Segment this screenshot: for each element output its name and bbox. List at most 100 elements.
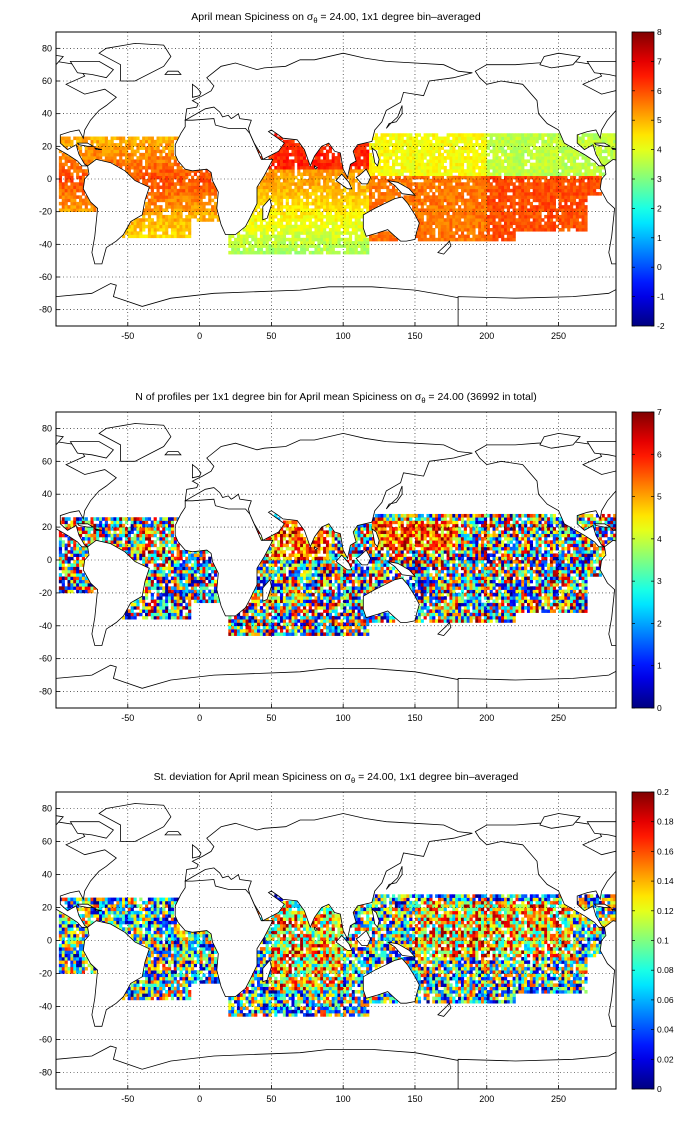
data-cell xyxy=(308,165,312,170)
data-cell xyxy=(466,159,470,163)
data-cell xyxy=(532,143,536,147)
data-cell xyxy=(248,602,252,607)
data-cell xyxy=(469,143,473,147)
data-cell xyxy=(544,143,548,147)
data-cell xyxy=(199,211,203,216)
data-cell xyxy=(495,146,499,150)
data-cell xyxy=(288,165,292,170)
coastline xyxy=(56,54,64,66)
data-cell xyxy=(558,146,562,150)
data-cell xyxy=(348,214,353,219)
data-cell xyxy=(348,208,353,212)
data-cell xyxy=(271,179,275,183)
data-cell xyxy=(435,612,439,617)
data-cell xyxy=(133,169,137,173)
data-cell xyxy=(463,172,467,177)
data-cell xyxy=(578,228,582,232)
data-cell xyxy=(535,188,539,193)
data-cell xyxy=(242,632,246,636)
data-cell xyxy=(165,175,169,180)
data-cell xyxy=(87,201,91,206)
data-cell xyxy=(70,201,74,206)
data-cell xyxy=(420,159,424,163)
data-cell xyxy=(213,205,218,209)
data-cell xyxy=(512,198,516,203)
data-cell xyxy=(136,165,140,170)
data-cell xyxy=(236,247,241,252)
data-cell xyxy=(521,208,525,212)
data-cell xyxy=(271,241,275,245)
data-cell xyxy=(458,133,462,137)
data-cell xyxy=(334,175,338,180)
data-cell xyxy=(228,237,232,242)
data-cell xyxy=(170,162,175,167)
data-cell xyxy=(440,159,444,163)
data-cell xyxy=(96,139,100,144)
data-cell xyxy=(242,629,246,633)
data-cell xyxy=(544,205,548,209)
data-cell xyxy=(495,231,499,235)
data-cell xyxy=(78,149,83,154)
data-cell xyxy=(308,172,312,177)
data-cell xyxy=(354,241,358,245)
data-cell xyxy=(357,205,361,209)
data-cell xyxy=(314,625,318,630)
data-cell xyxy=(386,237,390,242)
data-cell xyxy=(613,152,616,157)
data-cell xyxy=(463,182,467,186)
data-cell xyxy=(504,205,508,209)
data-cell xyxy=(236,237,241,242)
data-cell xyxy=(262,224,266,229)
data-cell xyxy=(549,208,554,212)
data-cell xyxy=(440,609,444,613)
data-cell xyxy=(274,133,278,137)
data-cell xyxy=(392,133,396,137)
data-cell xyxy=(328,632,332,636)
data-cell xyxy=(199,175,203,180)
data-cell xyxy=(170,224,175,229)
data-cell xyxy=(150,188,154,193)
data-cell xyxy=(567,198,571,203)
data-cell xyxy=(162,602,166,607)
data-cell xyxy=(314,615,318,620)
data-cell xyxy=(145,195,149,199)
data-cell xyxy=(302,149,307,154)
data-cell xyxy=(168,182,172,186)
data-cell xyxy=(446,139,450,144)
data-cell xyxy=(504,182,508,186)
data-cell xyxy=(145,169,149,173)
data-cell xyxy=(325,231,330,235)
data-cell xyxy=(440,234,444,239)
data-cell xyxy=(521,175,525,180)
data-cell xyxy=(466,231,470,235)
data-cell xyxy=(475,179,479,183)
data-cell xyxy=(541,188,545,193)
data-cell xyxy=(139,169,143,173)
data-cell xyxy=(323,214,327,219)
data-cell xyxy=(403,175,407,180)
data-cell xyxy=(314,152,318,157)
data-cell xyxy=(558,172,562,177)
data-cell xyxy=(572,185,577,190)
data-cell xyxy=(429,143,433,147)
data-cell xyxy=(176,612,180,617)
data-cell xyxy=(173,188,177,193)
data-cell xyxy=(472,152,476,157)
data-cell xyxy=(581,201,585,206)
data-cell xyxy=(302,622,307,627)
data-cell xyxy=(481,182,485,186)
data-cell xyxy=(449,228,453,232)
colorbar-tick-label: 8 xyxy=(657,27,662,37)
data-cell xyxy=(429,609,433,613)
data-cell xyxy=(489,188,493,193)
data-cell xyxy=(366,162,370,167)
data-cell xyxy=(147,198,152,203)
data-cell xyxy=(280,218,284,222)
data-cell xyxy=(265,241,269,245)
data-cell xyxy=(443,606,447,610)
data-cell xyxy=(446,224,450,229)
data-cell xyxy=(354,198,358,203)
data-cell xyxy=(173,159,177,163)
data-cell xyxy=(337,198,341,203)
data-cell xyxy=(142,609,146,613)
